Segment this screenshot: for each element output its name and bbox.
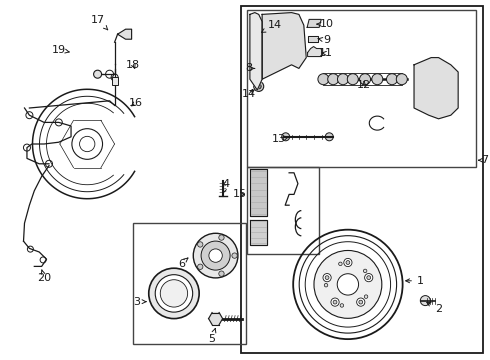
Circle shape <box>324 283 328 287</box>
Circle shape <box>197 264 203 269</box>
Polygon shape <box>262 13 306 79</box>
Circle shape <box>331 298 339 306</box>
Circle shape <box>357 298 365 306</box>
Text: 1: 1 <box>406 276 424 286</box>
Circle shape <box>339 262 342 266</box>
Text: 18: 18 <box>126 60 140 70</box>
Circle shape <box>193 233 238 278</box>
Circle shape <box>436 107 446 117</box>
Circle shape <box>155 275 193 312</box>
Circle shape <box>367 276 370 280</box>
Text: 9: 9 <box>318 35 330 45</box>
Circle shape <box>318 74 329 85</box>
Text: 2: 2 <box>427 302 442 314</box>
Text: 12: 12 <box>357 80 371 90</box>
Circle shape <box>197 242 203 247</box>
Circle shape <box>149 268 199 319</box>
Text: 17: 17 <box>91 15 108 30</box>
Text: 14: 14 <box>242 89 255 99</box>
Circle shape <box>364 269 367 273</box>
Circle shape <box>314 251 382 318</box>
Circle shape <box>344 258 352 267</box>
Text: 8: 8 <box>245 63 255 73</box>
Text: 16: 16 <box>129 98 143 108</box>
Text: 13: 13 <box>272 134 289 144</box>
Circle shape <box>396 74 407 85</box>
Text: 11: 11 <box>319 48 333 58</box>
Circle shape <box>347 74 358 85</box>
Polygon shape <box>118 29 132 39</box>
Circle shape <box>209 249 222 262</box>
Circle shape <box>436 63 446 73</box>
Circle shape <box>94 70 101 78</box>
Text: 7: 7 <box>479 155 489 165</box>
Bar <box>112 77 118 85</box>
Text: 10: 10 <box>317 19 334 29</box>
Circle shape <box>346 261 350 265</box>
Circle shape <box>232 253 237 258</box>
Circle shape <box>365 274 373 282</box>
Circle shape <box>333 300 337 304</box>
Circle shape <box>328 74 339 85</box>
Text: 19: 19 <box>52 45 69 55</box>
Text: 5: 5 <box>208 328 216 344</box>
Circle shape <box>337 274 359 295</box>
Polygon shape <box>307 19 321 27</box>
Circle shape <box>439 109 443 114</box>
Circle shape <box>323 274 331 282</box>
Circle shape <box>219 271 224 276</box>
Circle shape <box>325 133 333 141</box>
Bar <box>133 223 246 344</box>
Circle shape <box>325 276 329 280</box>
Circle shape <box>439 66 443 71</box>
Bar <box>247 167 319 254</box>
Circle shape <box>256 84 261 89</box>
Polygon shape <box>250 169 267 216</box>
Polygon shape <box>250 220 267 245</box>
Circle shape <box>338 74 348 85</box>
Circle shape <box>282 133 290 141</box>
Text: 20: 20 <box>37 270 51 283</box>
Circle shape <box>256 37 261 42</box>
Circle shape <box>420 296 430 306</box>
Polygon shape <box>308 46 321 57</box>
Circle shape <box>360 74 370 85</box>
Circle shape <box>160 280 188 307</box>
Text: 15: 15 <box>233 189 247 199</box>
Text: 6: 6 <box>178 258 188 269</box>
Circle shape <box>219 235 224 240</box>
Circle shape <box>254 35 264 45</box>
Polygon shape <box>250 13 262 90</box>
Circle shape <box>201 241 230 270</box>
Bar <box>241 6 483 353</box>
Circle shape <box>340 304 343 307</box>
Polygon shape <box>209 312 222 325</box>
Bar <box>247 10 476 167</box>
Circle shape <box>359 300 363 304</box>
Text: 3: 3 <box>133 297 146 307</box>
Circle shape <box>364 295 368 298</box>
Text: 14: 14 <box>262 20 281 32</box>
Polygon shape <box>308 36 318 41</box>
Circle shape <box>387 74 397 85</box>
Circle shape <box>372 74 383 85</box>
Circle shape <box>254 81 264 91</box>
Polygon shape <box>414 58 458 119</box>
Text: 4: 4 <box>223 179 230 193</box>
